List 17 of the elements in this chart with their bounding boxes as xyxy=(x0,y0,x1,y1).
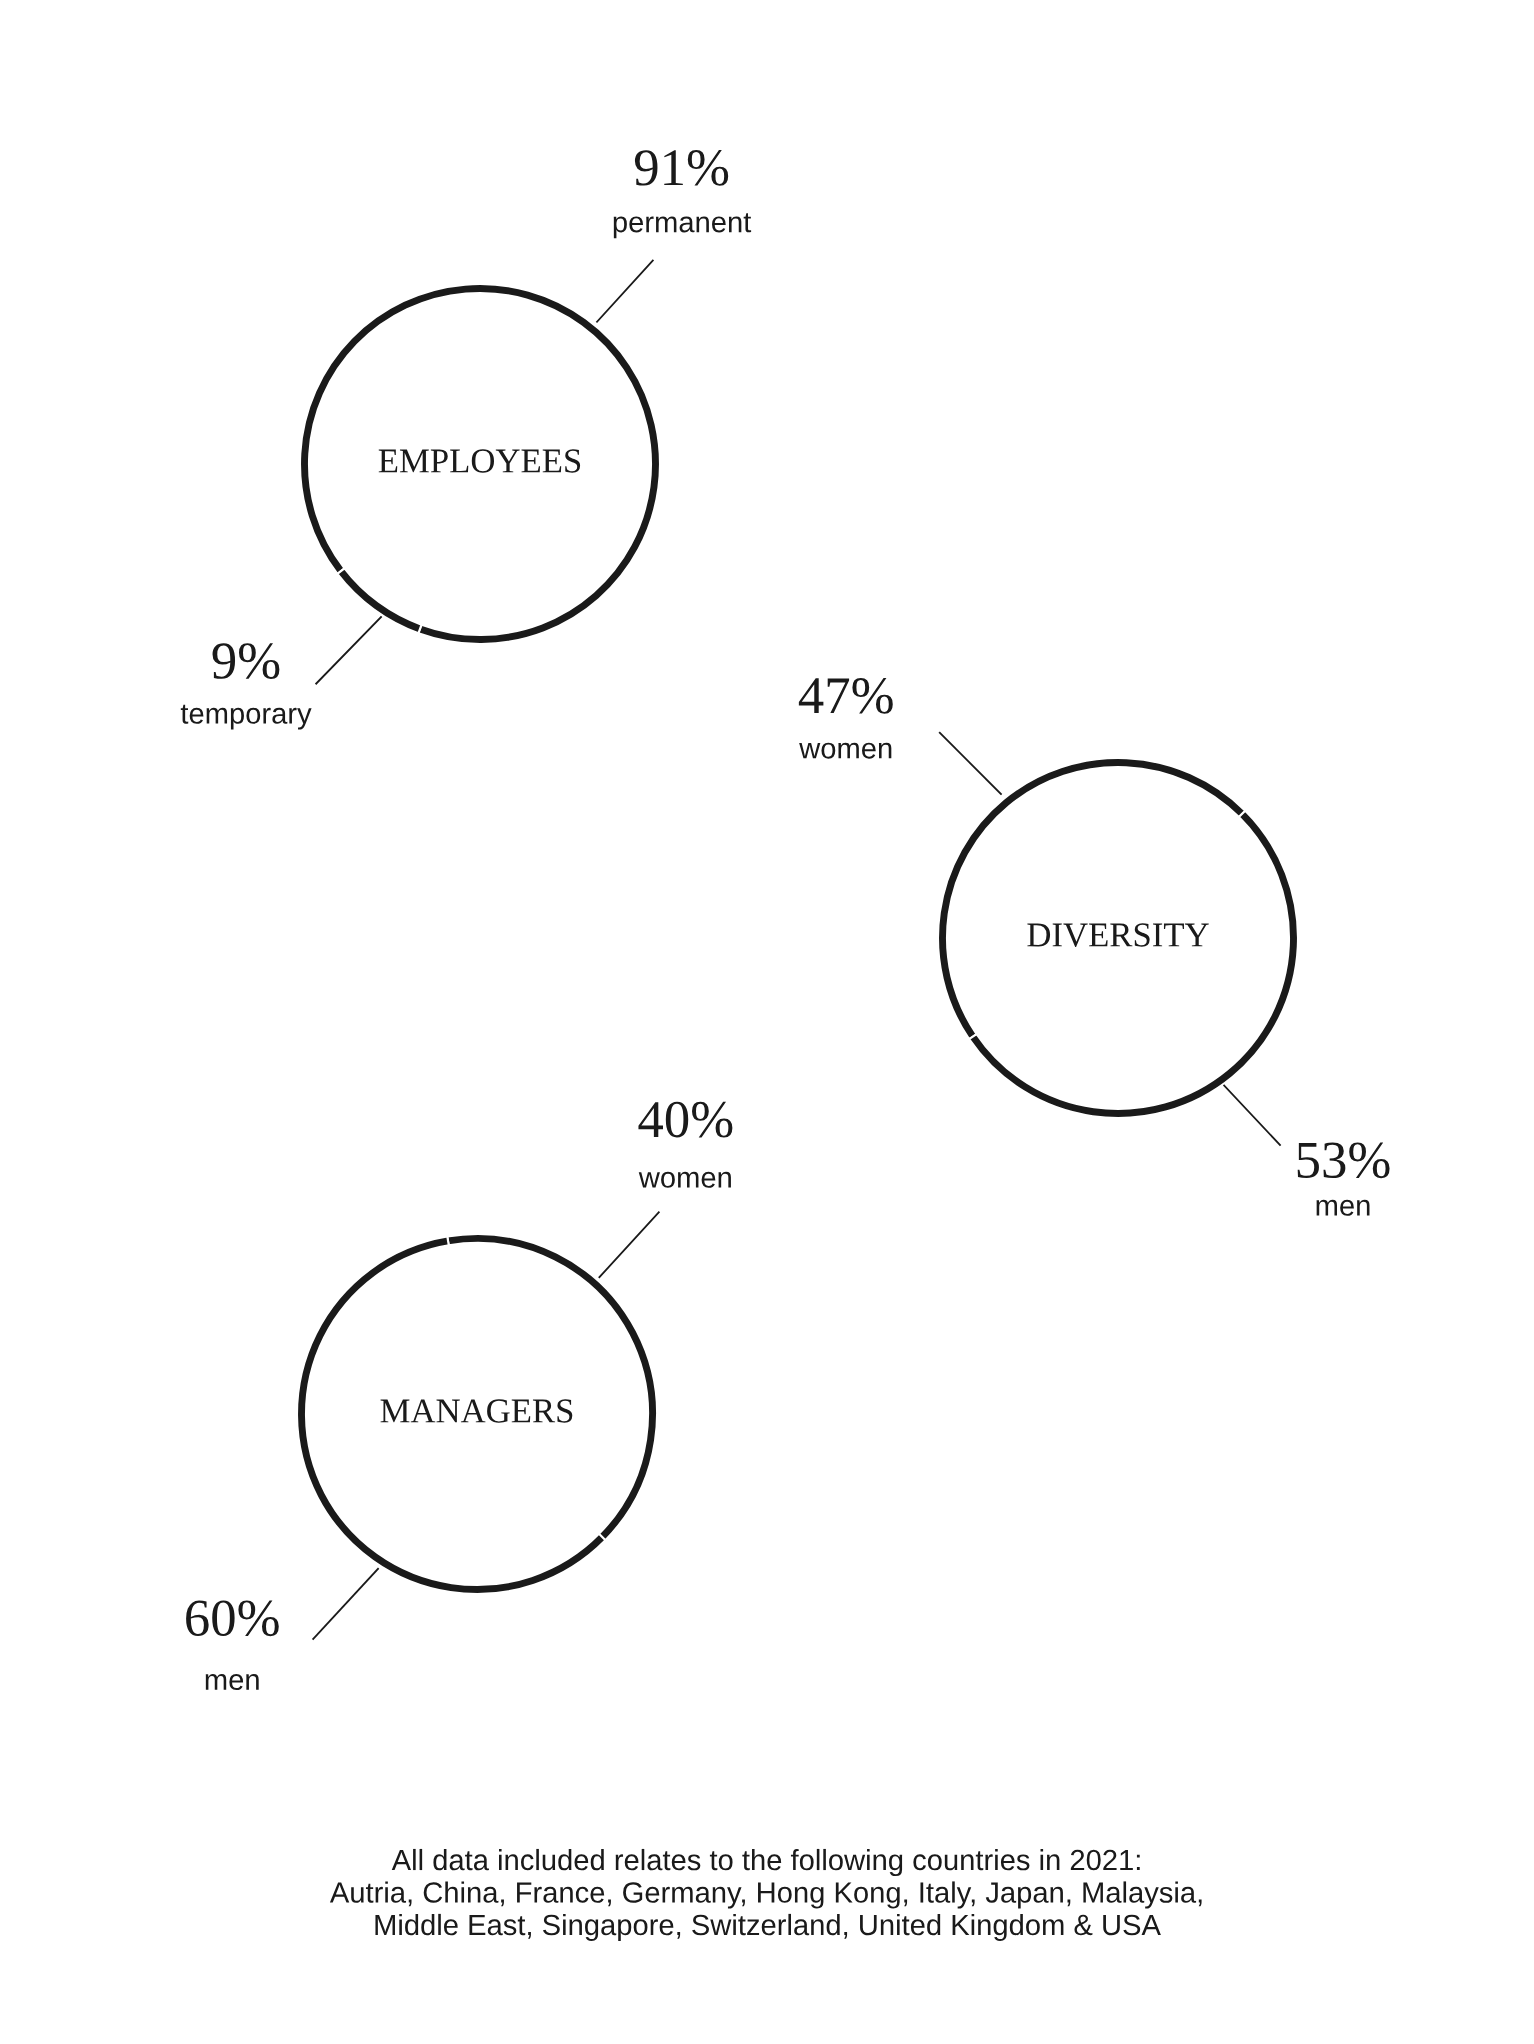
data-label: 53% xyxy=(1297,1142,1390,1179)
slice-label: men xyxy=(205,1674,259,1691)
slice-label: women xyxy=(799,742,892,759)
slice-label: men xyxy=(1316,1199,1370,1216)
data-label: 91% xyxy=(634,149,729,186)
data-label: 60% xyxy=(186,1600,279,1637)
donut-slice xyxy=(298,282,662,646)
slice-label: permanent xyxy=(613,213,752,239)
text: DIVERSITY xyxy=(1027,923,1209,947)
slice-label: temporary xyxy=(180,704,312,730)
data-label: 40% xyxy=(638,1101,733,1138)
slice-label: women xyxy=(638,1171,731,1188)
text: All data included relates to the following countries in 2021: Autria, China, France, Germany, Hong Kong, Italy, Japan, Malaysia, Middle East, Singapore, Switzerland, United Kingdom & USA xyxy=(329,1848,1202,1942)
text: EMPLOYEES xyxy=(378,449,581,473)
text: MANAGERS xyxy=(380,1399,573,1423)
data-label: 9% xyxy=(212,643,280,679)
data-label: 47% xyxy=(798,677,893,714)
